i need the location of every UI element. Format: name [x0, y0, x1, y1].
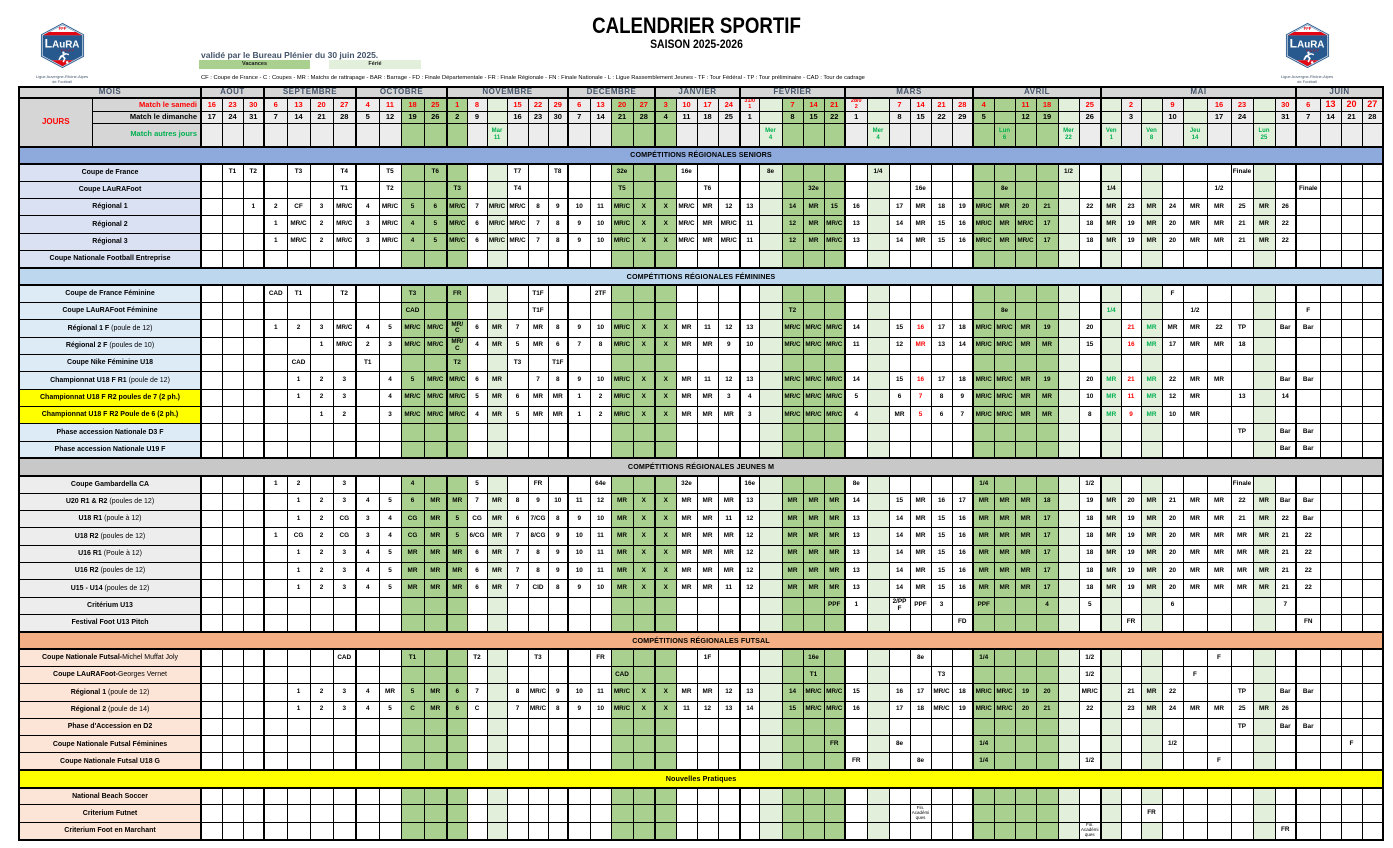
svg-text:FOOT: FOOT — [61, 49, 75, 53]
svg-text:FOOT: FOOT — [1306, 49, 1320, 53]
svg-text:LAuRA: LAuRA — [1289, 36, 1324, 50]
svg-text:FFF: FFF — [1303, 26, 1311, 31]
svg-text:FFF: FFF — [58, 26, 66, 31]
svg-text:LAuRA: LAuRA — [44, 36, 79, 50]
